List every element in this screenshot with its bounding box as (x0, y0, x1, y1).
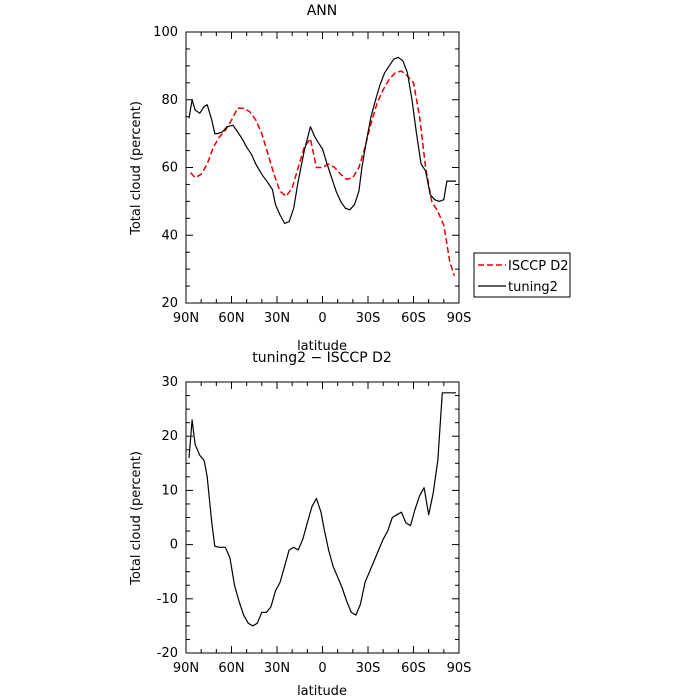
top-chart-title: ANN (307, 3, 338, 19)
legend-box (473, 252, 571, 298)
bottom-chart-xlabel: latitude (297, 684, 347, 699)
bottom-xtick-label: 90N (173, 661, 199, 676)
top-xtick-label: 60S (401, 311, 426, 326)
top-series-tuning2 (188, 56, 456, 224)
bottom-chart-title: tuning2 − ISCCP D2 (252, 350, 392, 366)
bottom-xtick-label: 30S (356, 661, 381, 676)
top-xtick-label: 30S (356, 311, 381, 326)
bottom-ytick-label: 0 (170, 538, 178, 553)
legend: ISCCP D2 tuning2 (473, 252, 571, 298)
top-ytick-label: 20 (161, 296, 178, 311)
bottom-ytick-label: 10 (161, 483, 178, 498)
top-xtick-label: 90S (447, 311, 472, 326)
top-xtick-label: 60N (218, 311, 244, 326)
top-chart-xlabel: latitude (297, 339, 347, 354)
bottom-xtick-label: 30N (264, 661, 290, 676)
bottom-ytick-label: 30 (161, 375, 178, 390)
top-series-isccp-d2 (190, 70, 456, 277)
bottom-chart-axes: -20 -10 0 10 20 30 90N 60N 30N 0 30S 60S 90S (157, 375, 472, 676)
top-chart: ANN 20 40 60 80 100 90N 60N 30N 0 30S 60S 90S latit… (129, 3, 471, 354)
bottom-series-line (188, 392, 456, 627)
legend-label-isccp: ISCCP D2 (508, 259, 569, 274)
top-ytick-label: 80 (161, 93, 178, 108)
top-chart-ylabel: Total cloud (percent) (129, 101, 144, 236)
top-chart-axes: 20 40 60 80 100 90N 60N 30N 0 30S 60S 90S (153, 25, 471, 326)
top-xtick-label: 0 (318, 311, 326, 326)
bottom-ytick-label: -10 (157, 592, 178, 607)
top-plot-frame (185, 31, 460, 304)
top-xtick-label: 90N (173, 311, 199, 326)
legend-label-tuning2: tuning2 (508, 280, 558, 295)
bottom-chart-ylabel: Total cloud (percent) (129, 451, 144, 586)
bottom-xtick-label: 60N (218, 661, 244, 676)
top-ytick-label: 60 (161, 161, 178, 176)
top-ytick-label: 100 (153, 25, 178, 40)
top-xtick-label: 30N (264, 311, 290, 326)
bottom-ytick-label: -20 (157, 646, 178, 661)
top-ytick-label: 40 (161, 228, 178, 243)
bottom-xtick-label: 0 (318, 661, 326, 676)
bottom-xtick-label: 60S (401, 661, 426, 676)
bottom-chart: tuning2 − ISCCP D2 -20 -10 0 10 20 30 90N 60N 30… (129, 350, 471, 699)
bottom-xtick-label: 90S (447, 661, 472, 676)
bottom-ytick-label: 20 (161, 429, 178, 444)
